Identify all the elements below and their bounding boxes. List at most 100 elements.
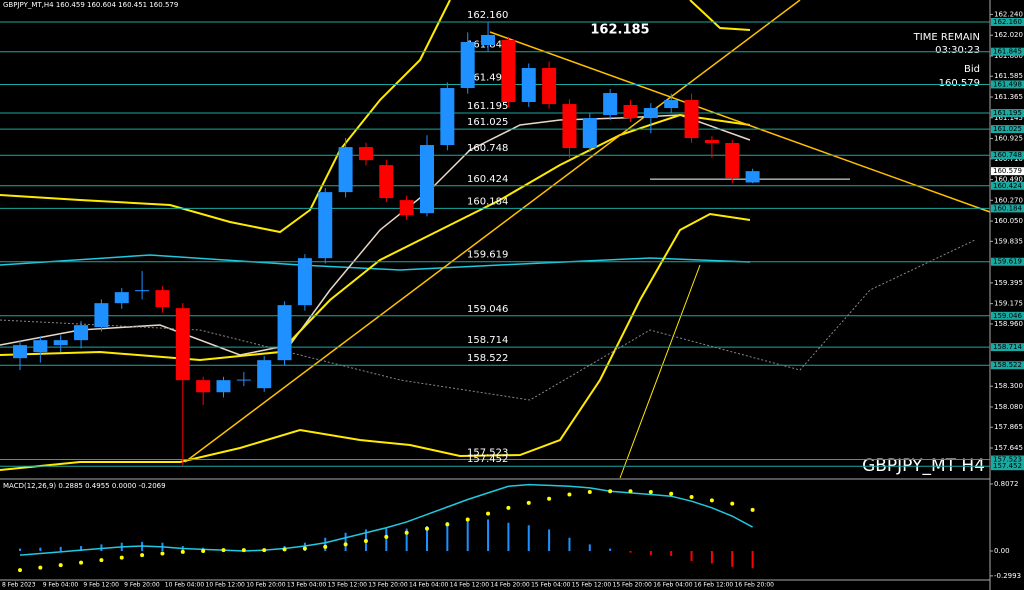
level-label: 160.424 [467,174,508,185]
level-label: 161.498 [467,72,508,83]
level-axis-label: 158.522 [993,361,1022,369]
y-tick-label: 157.865 [994,423,1023,431]
x-tick-label: 8 Feb 2023 [2,582,36,589]
level-axis-label: 159.046 [993,312,1022,320]
level-label: 158.714 [467,335,508,346]
candle-body [664,100,679,109]
macd-signal-dot [160,551,165,556]
y-tick-label: 162.240 [994,10,1023,18]
band-upper [689,0,751,31]
band-lower [0,212,751,471]
candle-body [481,35,496,46]
x-tick-label: 10 Feb 04:00 [165,582,205,589]
candle-body [399,200,414,216]
trend-line [619,264,701,479]
macd-signal-dot [363,539,368,544]
macd-signal-dot [709,498,714,503]
level-label: 161.195 [467,101,508,112]
level-axis-label: 158.714 [993,343,1022,351]
macd-signal-dot [119,555,124,560]
x-tick-label: 16 Feb 12:00 [694,582,734,589]
y-tick-label: 161.145 [994,114,1023,122]
y-tick-label: 160.050 [994,217,1023,225]
candle-body [420,145,434,214]
level-axis-label: 161.195 [993,109,1022,117]
level-label: 160.184 [467,196,508,207]
macd-signal-dot [648,490,653,495]
price-label: 160.579 [993,167,1022,175]
candle-body [236,379,251,381]
y-tick-label: 159.395 [994,279,1023,287]
y-tick-label: 158.300 [994,382,1023,390]
candle-body [542,68,557,105]
candle-body [521,68,536,102]
time-remain: 03:30:23 [935,45,980,56]
candle-body [297,258,312,306]
candle-body [623,105,638,119]
y-tick-label: 157.645 [994,444,1023,452]
macd-signal-dot [140,553,145,558]
y-tick-label: 158.080 [994,403,1023,411]
y-tick-label: 159.175 [994,300,1023,308]
candle-body [460,41,475,89]
price-box [991,167,1024,176]
level-axis-label: 161.498 [993,80,1022,88]
level-box [991,17,1024,26]
x-tick-label: 14 Feb 20:00 [490,582,530,589]
macd-signal-dot [180,549,185,554]
candle-body [562,104,577,149]
candle-body [318,192,333,259]
macd-signal-dot [425,526,429,531]
macd-signal-dot [99,558,104,563]
level-axis-label: 161.025 [993,125,1022,133]
x-tick-label: 10 Feb 20:00 [246,582,286,589]
macd-signal-dot [384,534,389,539]
macd-signal-dot [506,505,511,510]
x-tick-label: 13 Feb 12:00 [328,582,368,589]
candle-body [277,305,292,361]
level-axis-label: 160.424 [993,182,1022,190]
y-tick-label: 161.585 [994,72,1023,80]
x-tick-label: 9 Feb 04:00 [43,582,79,589]
level-box [991,343,1024,352]
macd-signal-dot [608,489,613,494]
candle-body [216,380,231,393]
candle-body [53,340,68,346]
candle-body [704,140,719,144]
candle-body [745,171,760,183]
level-box [991,462,1024,471]
trend-line [489,31,991,213]
candle-body [155,290,170,308]
bid-label: Bid [964,64,980,75]
candle-body [94,303,109,328]
cloud [0,239,976,401]
level-box [991,257,1024,266]
level-box [991,47,1024,56]
macd-signal-dot [262,548,267,553]
candle-body [338,147,353,193]
macd-signal-dot [38,565,43,570]
candle-body [13,345,27,359]
x-tick-label: 9 Feb 12:00 [83,582,119,589]
level-label: 157.523 [467,448,508,459]
macd-signal-dot [587,490,592,495]
macd-signal-dot [689,495,694,500]
macd-signal-dot [445,522,450,527]
y-tick-label: 161.365 [994,93,1023,101]
macd-signal-dot [404,530,409,535]
x-tick-label: 10 Feb 12:00 [206,582,246,589]
macd-label: MACD(12,26,9) 0.2885 0.4955 0.0000 -0.20… [3,482,166,490]
band-upper [0,0,451,234]
level-label: 160.748 [467,143,508,154]
level-label: 159.046 [467,304,508,315]
header: GBPJPY_MT,H4 160.459 160.604 160.451 160… [3,1,178,9]
candle-body [114,292,129,304]
macd-signal-dot [221,548,226,553]
x-tick-label: 16 Feb 04:00 [653,582,693,589]
level-box [991,361,1024,370]
level-axis-label: 157.452 [993,462,1022,470]
level-label: 161.025 [467,117,508,128]
macd-signal-dot [323,544,328,549]
big-price: 162.185 [590,23,649,38]
